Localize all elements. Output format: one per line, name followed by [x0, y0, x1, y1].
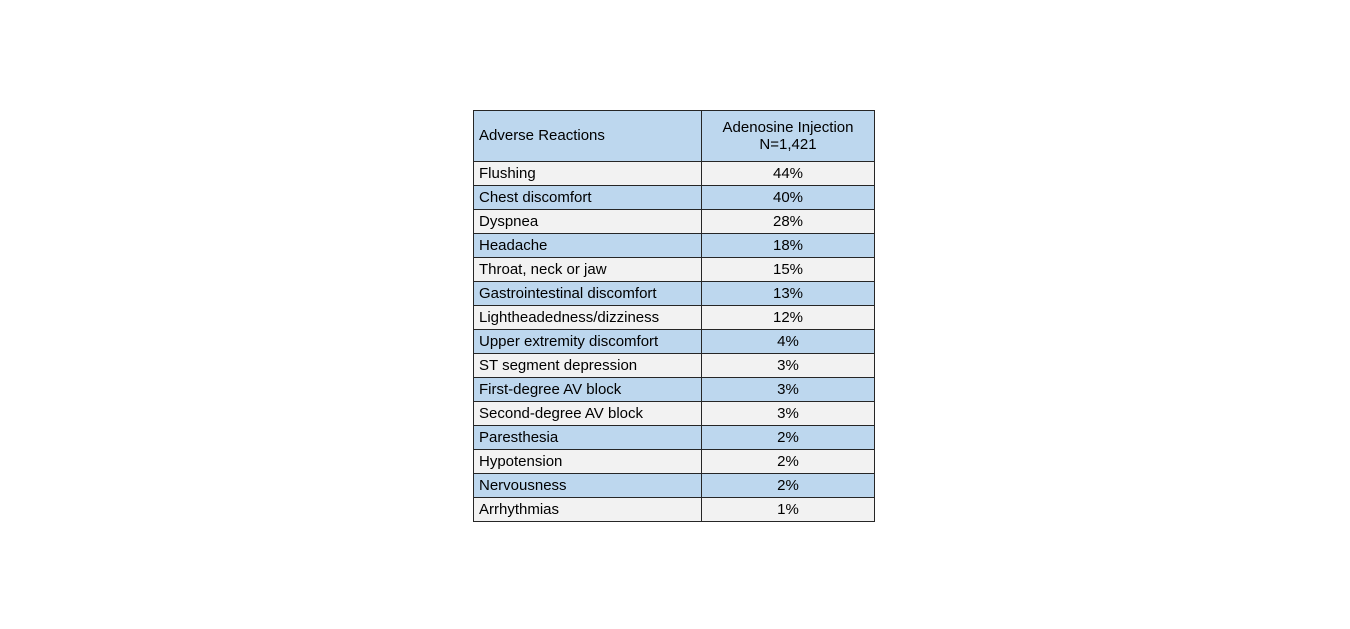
- table-row: Gastrointestinal discomfort 13%: [473, 281, 875, 306]
- reaction-label: ST segment depression: [473, 353, 702, 378]
- table-row: Flushing 44%: [473, 161, 875, 186]
- table-row: Paresthesia 2%: [473, 425, 875, 450]
- reaction-label: Chest discomfort: [473, 185, 702, 210]
- adverse-reactions-table-container: Adverse Reactions Adenosine Injection N=…: [473, 110, 875, 522]
- header-adenosine-injection: Adenosine Injection N=1,421: [701, 110, 875, 162]
- reaction-label: Gastrointestinal discomfort: [473, 281, 702, 306]
- header-adverse-reactions: Adverse Reactions: [473, 110, 702, 162]
- adverse-reactions-table: Adverse Reactions Adenosine Injection N=…: [473, 110, 875, 522]
- reaction-value: 28%: [701, 209, 875, 234]
- table-row: Arrhythmias 1%: [473, 497, 875, 522]
- reaction-value: 3%: [701, 377, 875, 402]
- table-row: Lightheadedness/dizziness 12%: [473, 305, 875, 330]
- reaction-value: 40%: [701, 185, 875, 210]
- reaction-label: Headache: [473, 233, 702, 258]
- table-row: First-degree AV block 3%: [473, 377, 875, 402]
- reaction-label: Paresthesia: [473, 425, 702, 450]
- table-row: Upper extremity discomfort 4%: [473, 329, 875, 354]
- table-row: Nervousness 2%: [473, 473, 875, 498]
- reaction-label: First-degree AV block: [473, 377, 702, 402]
- table-row: Throat, neck or jaw 15%: [473, 257, 875, 282]
- table-row: Dyspnea 28%: [473, 209, 875, 234]
- reaction-value: 2%: [701, 449, 875, 474]
- header-sample-size: N=1,421: [759, 136, 817, 153]
- reaction-value: 15%: [701, 257, 875, 282]
- reaction-label: Arrhythmias: [473, 497, 702, 522]
- reaction-label: Hypotension: [473, 449, 702, 474]
- reaction-value: 2%: [701, 425, 875, 450]
- reaction-label: Dyspnea: [473, 209, 702, 234]
- reaction-label: Lightheadedness/dizziness: [473, 305, 702, 330]
- reaction-label: Nervousness: [473, 473, 702, 498]
- reaction-label: Throat, neck or jaw: [473, 257, 702, 282]
- reaction-value: 3%: [701, 353, 875, 378]
- reaction-label: Upper extremity discomfort: [473, 329, 702, 354]
- reaction-value: 1%: [701, 497, 875, 522]
- table-row: Second-degree AV block 3%: [473, 401, 875, 426]
- header-product-name: Adenosine Injection: [722, 118, 854, 136]
- reaction-label: Second-degree AV block: [473, 401, 702, 426]
- table-body: Flushing 44% Chest discomfort 40% Dyspne…: [473, 161, 875, 522]
- table-row: Headache 18%: [473, 233, 875, 258]
- table-row: Hypotension 2%: [473, 449, 875, 474]
- reaction-value: 13%: [701, 281, 875, 306]
- header-row: Adverse Reactions Adenosine Injection N=…: [473, 110, 875, 162]
- table-header: Adverse Reactions Adenosine Injection N=…: [473, 110, 875, 162]
- reaction-label: Flushing: [473, 161, 702, 186]
- reaction-value: 4%: [701, 329, 875, 354]
- table-row: Chest discomfort 40%: [473, 185, 875, 210]
- table-row: ST segment depression 3%: [473, 353, 875, 378]
- reaction-value: 2%: [701, 473, 875, 498]
- reaction-value: 44%: [701, 161, 875, 186]
- reaction-value: 3%: [701, 401, 875, 426]
- reaction-value: 12%: [701, 305, 875, 330]
- reaction-value: 18%: [701, 233, 875, 258]
